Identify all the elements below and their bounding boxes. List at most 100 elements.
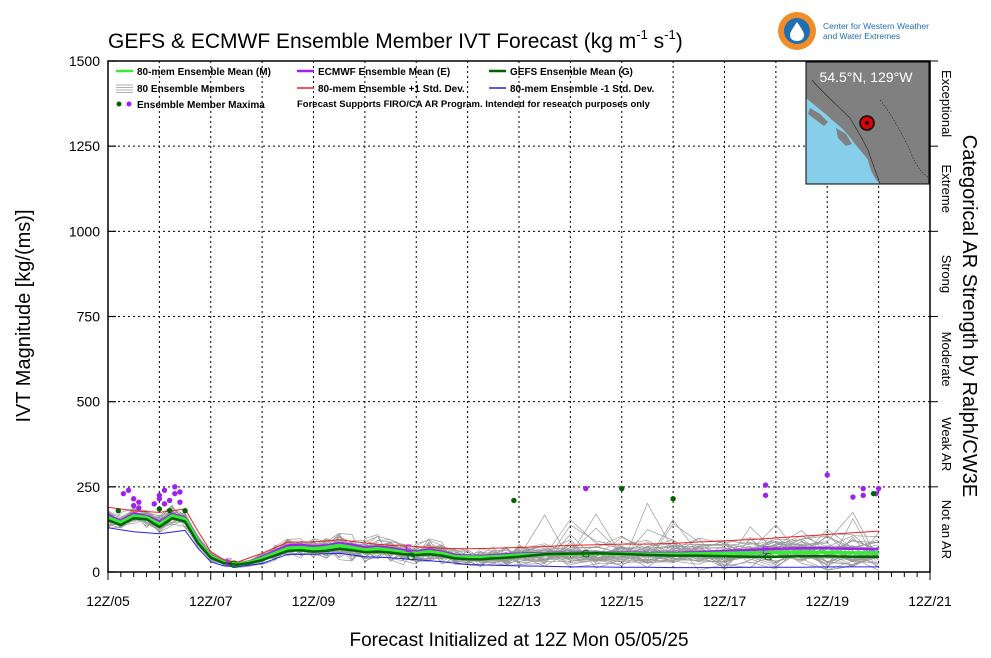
maxima-dot [177,499,183,505]
title-end: ) [676,30,683,53]
category-label: Exceptional [939,70,954,137]
maxima-dot [136,499,142,505]
x-tick-label: 12Z/15 [600,593,644,609]
mean-marker-label: G [582,548,591,560]
title-sup2: -1 [664,27,676,42]
x-axis-label: Forecast Initialized at 12Z Mon 05/05/25 [349,630,688,651]
y-tick-label: 750 [77,309,101,325]
maxima-dot [619,485,625,492]
legend-label-ecmwf: ECMWF Ensemble Mean (E) [318,67,450,78]
y-tick-label: 1000 [69,223,100,239]
mean-marker-label: G [230,559,239,571]
legend-label-members: 80 Ensemble Members [137,84,245,95]
maxima-dot [161,501,168,507]
maxima-dot [762,492,769,499]
member-line [107,502,879,571]
legend-label-plus-sd: 80-mem Ensemble +1 Std. Dev. [318,84,465,95]
legend-label-maxima: Ensemble Member Maxima [137,100,265,111]
x-tick-label: 12Z/11 [395,593,438,609]
inset-map-islands [808,108,852,146]
series-line [107,527,879,569]
category-label: Weak AR [939,417,954,471]
legend-label-minus-sd: 80-mem Ensemble -1 Std. Dev. [510,84,655,95]
mean-marker-label: G [407,551,416,563]
x-tick-label: 12Z/05 [86,593,130,609]
legend: 80-mem Ensemble Mean (M) ECMWF Ensemble … [116,67,655,111]
legend-note: Forecast Supports FIRO/CA AR Program. In… [297,99,651,110]
location-marker-center-icon [865,121,869,125]
maxima-dot [875,485,882,492]
x-tick-label: 12Z/19 [805,593,849,609]
inset-map-border [879,99,930,179]
maxima-dot [166,507,173,514]
x-tick-label: 12Z/09 [292,593,336,609]
category-label: Moderate [939,332,954,387]
maxima-dot [120,490,127,497]
inset-map: 54.5°N, 129°W [805,61,930,185]
maxima-dot [156,492,163,499]
mean-marker-label: G [764,551,773,563]
maxima-dot [860,485,866,492]
category-label: Strong [939,255,954,293]
maxima-dot [156,506,163,512]
maxima-dot [870,490,877,497]
maxima-dot [511,497,517,504]
x-tick-label: 12Z/13 [497,593,541,609]
series-line [107,506,879,563]
mean-marker-label: E [405,543,412,555]
x-tick-label: 12Z/07 [189,593,233,609]
y-tick-label: 250 [77,479,101,495]
x-tick-label: 12Z/17 [703,593,747,609]
maxima-dot [151,501,157,507]
maxima-dot [583,485,589,492]
y-tick-label: 1250 [69,138,100,154]
maxima-dot [172,490,178,497]
maxima-dot [762,482,769,488]
maxima-dot [177,489,183,495]
maxima-dot [182,507,188,514]
title-sup1: -1 [636,27,648,42]
legend-swatch-maxima-green [116,101,122,107]
maxima-dot [130,502,137,509]
legend-swatch-members [116,84,133,93]
x-tick-label: 12Z/21 [908,593,952,609]
series-line [107,516,879,567]
title-main: GEFS & ECMWF Ensemble Member IVT Forecas… [108,30,636,53]
maxima-dot [136,505,142,511]
y-axis-label: IVT Magnitude [kg/(ms)] [13,209,35,422]
right-axis-label: Categorical AR Strength by Ralph/CW3E [958,135,980,497]
inset-map-frame [805,61,930,185]
maxima-dot [824,472,830,478]
title-mid: s [648,30,664,53]
logo-text-line1: Center for Western Weather [823,21,929,31]
series-lines [107,506,879,569]
inset-map-coastline [811,79,881,185]
category-label: Not an AR [939,500,954,559]
member-maxima [115,472,882,514]
y-tick-label: 0 [92,564,100,580]
grid [108,61,930,572]
ar-categories: Not an AR Weak AR Moderate Strong Extreme Exc… [930,60,954,559]
maxima-dot [115,507,121,514]
maxima-dot [161,487,168,493]
member-line [107,518,879,568]
legend-label-gefs: GEFS Ensemble Mean (G) [510,67,633,78]
y-tick-label: 1500 [69,53,100,69]
maxima-dot [850,494,856,500]
mean-marker-label: E [225,557,232,569]
maxima-dot [166,497,173,504]
chart-title: GEFS & ECMWF Ensemble Member IVT Forecas… [108,27,683,53]
logo-drop-icon [790,22,804,41]
legend-label-mean: 80-mem Ensemble Mean (M) [137,67,271,78]
maxima-dot [125,487,132,493]
mean-marker-label: E [762,545,769,557]
legend-swatch-maxima-purple [126,101,132,107]
category-label: Extreme [939,165,954,213]
cw3e-logo: Center for Western Weather and Water Ext… [778,12,929,50]
maxima-dot [130,496,137,502]
axes: 0 250 500 750 1000 1250 1500 12Z/05 12Z/07 12Z/09… [69,53,952,609]
maxima-dot [860,492,866,499]
maxima-dot [670,496,676,502]
